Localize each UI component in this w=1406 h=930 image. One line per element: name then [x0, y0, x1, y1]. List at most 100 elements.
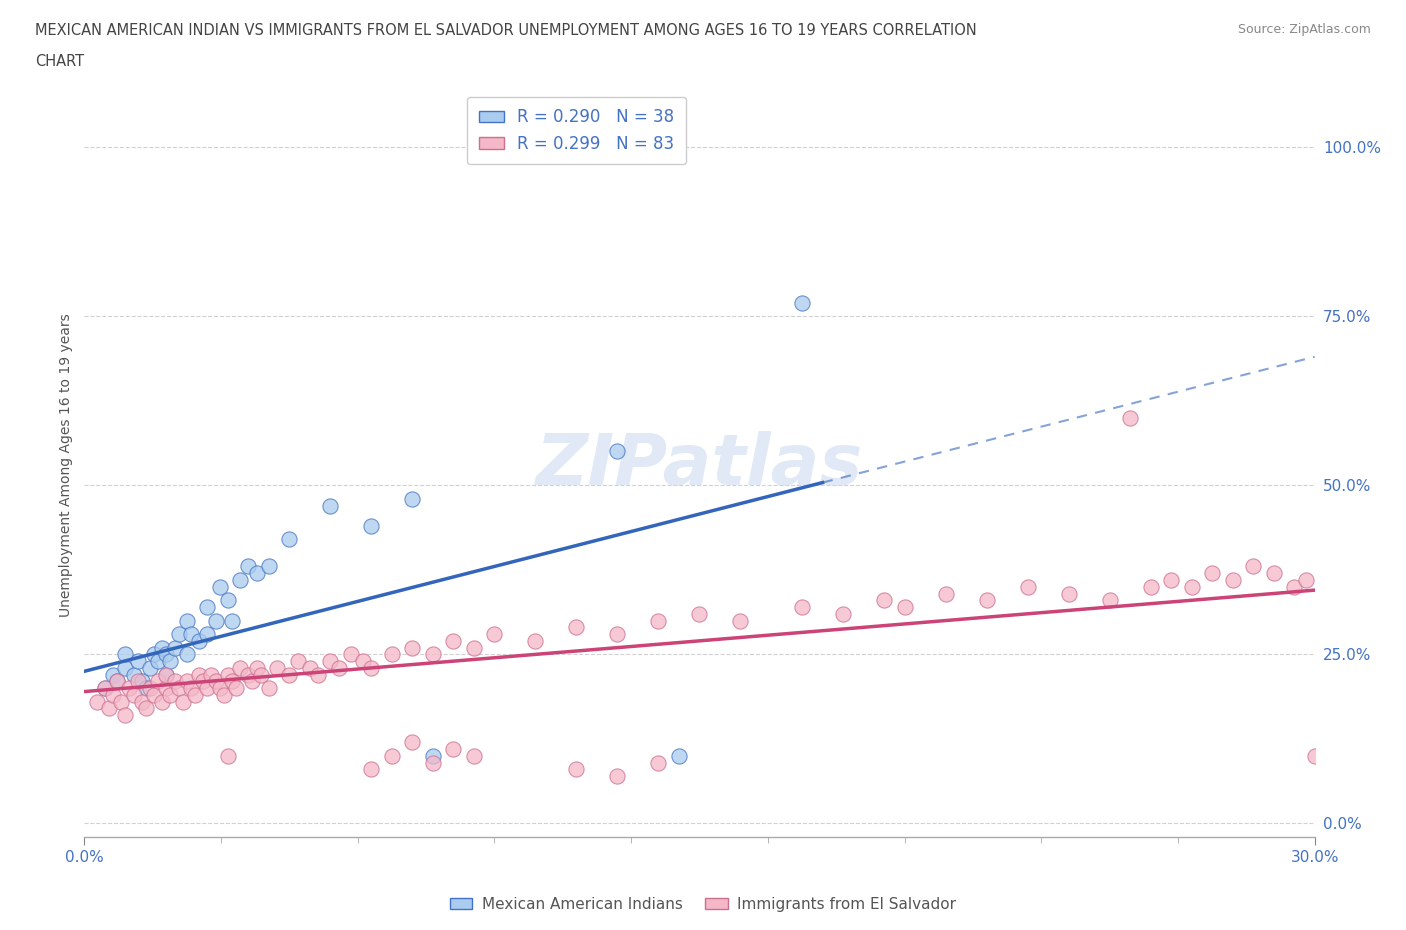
Point [122, 667, 145, 682]
Point [188, 633, 211, 648]
Point [319, 654, 342, 669]
Point [221, 674, 243, 689]
Point [86, 695, 108, 710]
Point [105, 674, 128, 689]
Point [139, 660, 162, 675]
Point [278, 667, 301, 682]
Point [184, 687, 207, 702]
Point [110, 695, 132, 710]
Point [217, 592, 239, 607]
Point [225, 681, 247, 696]
Point [832, 606, 855, 621]
Point [1160, 573, 1182, 588]
Point [163, 640, 186, 655]
Point [565, 762, 588, 777]
Point [118, 681, 141, 696]
Point [443, 741, 465, 756]
Point [193, 674, 215, 689]
Point [463, 640, 485, 655]
Point [155, 681, 177, 696]
Point [1303, 749, 1326, 764]
Point [893, 600, 915, 615]
Point [730, 613, 752, 628]
Point [381, 749, 404, 764]
Point [180, 627, 202, 642]
Point [197, 600, 219, 615]
Point [135, 701, 157, 716]
Point [176, 647, 198, 662]
Point [1263, 565, 1285, 580]
Point [873, 592, 896, 607]
Point [790, 600, 813, 615]
Point [159, 687, 181, 702]
Point [565, 620, 588, 635]
Point [114, 708, 136, 723]
Point [197, 681, 219, 696]
Point [1282, 579, 1305, 594]
Point [238, 667, 260, 682]
Point [150, 640, 173, 655]
Point [298, 660, 321, 675]
Point [98, 701, 120, 716]
Point [229, 660, 252, 675]
Point [212, 687, 235, 702]
Point [217, 749, 239, 764]
Point [1295, 573, 1317, 588]
Point [204, 674, 226, 689]
Point [1017, 579, 1039, 594]
Point [647, 755, 669, 770]
Text: MEXICAN AMERICAN INDIAN VS IMMIGRANTS FROM EL SALVADOR UNEMPLOYMENT AMONG AGES 1: MEXICAN AMERICAN INDIAN VS IMMIGRANTS FR… [35, 23, 977, 38]
Point [647, 613, 669, 628]
Point [381, 647, 404, 662]
Point [1241, 559, 1264, 574]
Point [159, 654, 181, 669]
Point [524, 633, 547, 648]
Point [257, 559, 280, 574]
Text: Source: ZipAtlas.com: Source: ZipAtlas.com [1237, 23, 1371, 36]
Point [360, 660, 382, 675]
Point [1201, 565, 1223, 580]
Point [101, 687, 124, 702]
Point [155, 647, 177, 662]
Point [606, 769, 628, 784]
Point [1057, 586, 1080, 601]
Point [229, 573, 252, 588]
Point [422, 647, 444, 662]
Point [401, 491, 423, 506]
Point [180, 681, 202, 696]
Point [422, 755, 444, 770]
Point [1181, 579, 1204, 594]
Point [1139, 579, 1161, 594]
Point [606, 444, 628, 458]
Point [249, 667, 271, 682]
Point [155, 667, 177, 682]
Point [242, 674, 264, 689]
Point [122, 687, 145, 702]
Point [246, 660, 269, 675]
Point [401, 735, 423, 750]
Point [150, 695, 173, 710]
Point [463, 749, 485, 764]
Point [668, 749, 690, 764]
Point [360, 762, 382, 777]
Point [689, 606, 711, 621]
Point [217, 667, 239, 682]
Point [257, 681, 280, 696]
Point [307, 667, 329, 682]
Point [976, 592, 998, 607]
Point [1222, 573, 1244, 588]
Legend: R = 0.290   N = 38, R = 0.299   N = 83: R = 0.290 N = 38, R = 0.299 N = 83 [467, 97, 686, 165]
Point [176, 674, 198, 689]
Point [172, 695, 194, 710]
Point [352, 654, 374, 669]
Point [135, 681, 157, 696]
Point [176, 613, 198, 628]
Point [208, 681, 231, 696]
Point [94, 681, 117, 696]
Point [606, 627, 628, 642]
Point [360, 518, 382, 533]
Point [278, 532, 301, 547]
Point [204, 613, 226, 628]
Legend: Mexican American Indians, Immigrants from El Salvador: Mexican American Indians, Immigrants fro… [443, 891, 963, 918]
Point [127, 674, 149, 689]
